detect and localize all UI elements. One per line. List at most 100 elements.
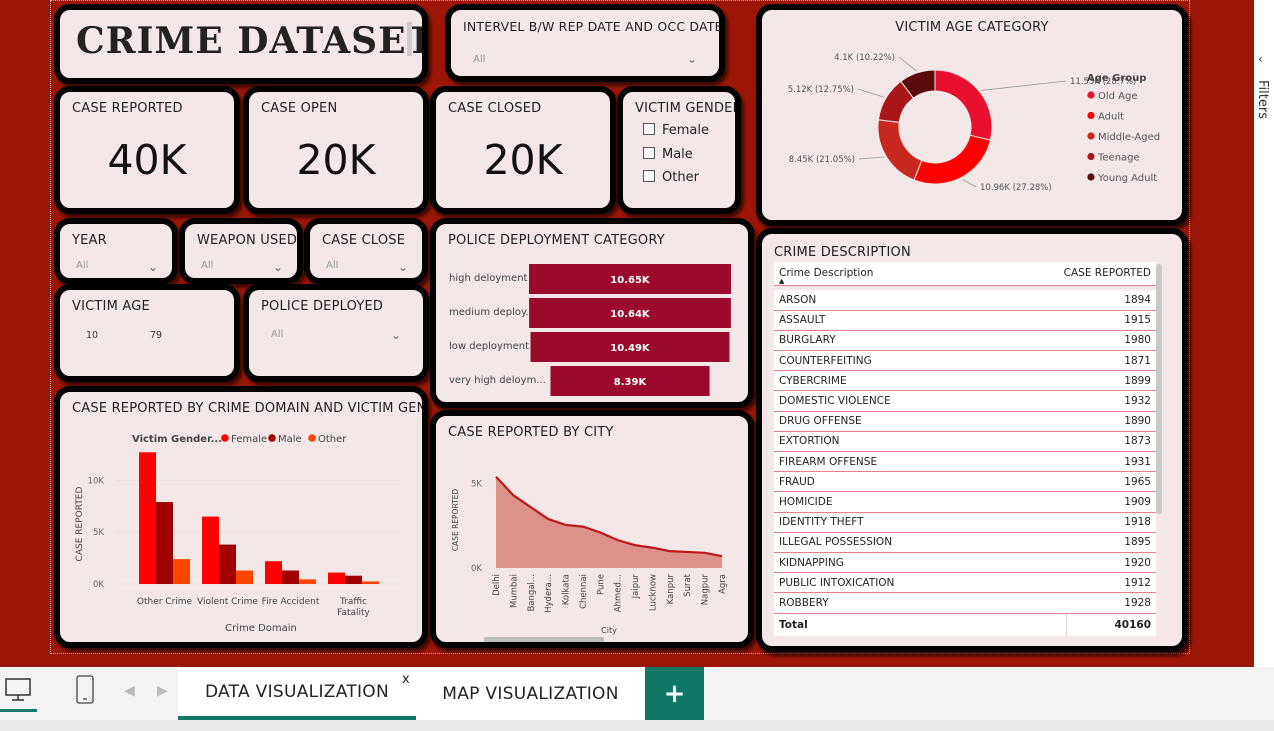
add-page-button[interactable]: + [645, 667, 704, 720]
scroll-right-icon[interactable]: ▶ [157, 683, 168, 699]
table-row[interactable]: ILLEGAL POSSESSION 1895 [774, 532, 1156, 553]
table-row[interactable]: ARSON 1894 [774, 290, 1156, 311]
table-row[interactable]: FRAUD 1965 [774, 471, 1156, 493]
victim-gender-slicer[interactable]: VICTIM GENDER Female Male Other [617, 86, 741, 214]
table-row[interactable]: IDENTITY THEFT 1918 [774, 512, 1156, 533]
legend-marker [268, 434, 276, 442]
table-row[interactable]: DRUG OFFENSE 1890 [774, 411, 1156, 432]
y-axis-title: CASE REPORTED [451, 489, 460, 552]
chevron-down-icon[interactable]: ⌄ [686, 52, 697, 66]
bar [362, 581, 379, 584]
table-scrollbar[interactable] [1156, 264, 1162, 514]
table-row[interactable]: KIDNAPPING 1920 [774, 552, 1156, 574]
desktop-view-icon[interactable] [4, 677, 34, 701]
sort-up-icon[interactable]: ▲ [779, 277, 785, 285]
legend-label: Teenage [1097, 153, 1140, 164]
table-row[interactable]: ASSAULT 1915 [774, 310, 1156, 331]
donut-leader-line [981, 80, 1067, 91]
chevron-left-icon[interactable]: ‹ [1258, 52, 1263, 66]
table-total-row: Total 40160 [774, 614, 1156, 636]
weapon-used-slicer[interactable]: WEAPON USED All ⌄ [179, 218, 303, 284]
table-row[interactable]: DOMESTIC VIOLENCE 1932 [774, 390, 1156, 412]
crime-name-cell: BURGLARY [774, 330, 1070, 352]
year-slicer[interactable]: YEAR All ⌄ [54, 218, 178, 284]
table-row[interactable]: HOMICIDE 1909 [774, 491, 1156, 513]
crime-name-cell: FRAUD [774, 471, 1070, 493]
table-body[interactable]: ARSON 1894 ASSAULT 1915 BURGLARY 1980 COUNTERF… [774, 290, 1156, 614]
table-row[interactable]: BURGLARY 1980 [774, 330, 1156, 352]
bar [202, 516, 219, 584]
table-header: Crime Description ▲ CASE REPORTED [774, 262, 1156, 286]
crime-domain-chart[interactable]: CASE REPORTED BY CRIME DOMAIN AND VICTIM… [54, 386, 428, 648]
filters-pane[interactable]: ‹ Filters [1254, 0, 1274, 667]
case-count-cell: 1932 [1069, 390, 1156, 412]
table-row[interactable]: PUBLIC INTOXICATION 1912 [774, 572, 1156, 594]
close-tab-icon[interactable]: x [402, 672, 410, 687]
total-value: 40160 [1114, 619, 1151, 631]
x-tick-label: Bangal... [527, 574, 537, 612]
crime-name-cell: COUNTERFEITING [774, 350, 1070, 372]
x-tick-label: Kolkata [562, 574, 572, 605]
tab-map-visualization[interactable]: MAP VISUALIZATION [416, 667, 645, 720]
column-header-crime[interactable]: Crime Description [779, 267, 874, 279]
age-max-value[interactable]: 79 [150, 330, 163, 341]
bar [282, 570, 299, 584]
police-deployed-slicer[interactable]: POLICE DEPLOYED All ⌄ [243, 284, 429, 382]
gender-option-other[interactable]: Other [643, 170, 699, 185]
canvas-selection-border [50, 0, 1190, 654]
chevron-down-icon[interactable]: ⌄ [147, 260, 158, 274]
checkbox[interactable] [643, 147, 655, 159]
scroll-left-icon[interactable]: ◀ [124, 683, 135, 699]
victim-age-slicer[interactable]: VICTIM AGE 10 79 [54, 284, 240, 382]
tab-data-visualization[interactable]: DATA VISUALIZATION x [178, 667, 416, 720]
y-tick-label: 10K [88, 476, 105, 486]
table-row[interactable]: COUNTERFEITING 1871 [774, 350, 1156, 372]
case-close-slicer[interactable]: CASE CLOSE All ⌄ [304, 218, 428, 284]
y-axis-title: CASE REPORTED [75, 487, 85, 562]
case-count-cell: 1920 [1069, 552, 1156, 574]
table-row[interactable]: CYBERCRIME 1899 [774, 370, 1156, 392]
legend-marker [1087, 91, 1095, 99]
total-label: Total [779, 619, 808, 631]
donut-leader-line [898, 56, 917, 72]
title-card[interactable]: CRIME DATASET [54, 4, 428, 84]
legend-marker [1087, 173, 1095, 181]
chevron-down-icon[interactable]: ⌄ [390, 328, 401, 342]
city-area-plot: 5K 0K CASE REPORTED Delhi Mumbai Bangal... Hyd… [451, 476, 728, 642]
column-header-reported[interactable]: CASE REPORTED [1063, 267, 1151, 279]
checkbox[interactable] [643, 170, 655, 182]
case-count-cell: 1915 [1069, 310, 1156, 331]
donut-slice-label: 4.1K (10.22%) [834, 53, 895, 63]
chevron-down-icon[interactable]: ⌄ [397, 260, 408, 274]
table-row[interactable]: ROBBERY 1928 [774, 592, 1156, 614]
x-tick-label: Ahmed... [614, 574, 624, 612]
filters-pane-label[interactable]: Filters [1255, 80, 1270, 119]
crime-name-cell: HOMICIDE [774, 491, 1070, 513]
page-title: CRIME DATASET [76, 20, 428, 62]
bar [139, 452, 156, 584]
y-tick-label: 5K [471, 480, 482, 490]
city-area-chart[interactable]: CASE REPORTED BY CITY 5K 0K CASE REPORTED D… [430, 410, 754, 648]
legend-label: Old Age [1098, 91, 1138, 102]
gender-option-male[interactable]: Male [643, 147, 693, 162]
victim-age-category-chart[interactable]: VICTIM AGE CATEGORY 11.53K (28.7%) 10.96K… [756, 4, 1188, 226]
x-tick-label: Fatality [337, 608, 370, 618]
status-strip [0, 720, 1274, 731]
case-count-cell: 1928 [1069, 592, 1156, 614]
crime-description-table[interactable]: CRIME DESCRIPTION Crime Description ▲ CA… [756, 228, 1188, 652]
legend-label: Other [318, 434, 347, 445]
table-row[interactable]: EXTORTION 1873 [774, 431, 1156, 453]
chart-title: CASE REPORTED BY CITY [448, 425, 614, 440]
bar [265, 561, 282, 584]
gender-option-female[interactable]: Female [643, 123, 709, 138]
chevron-down-icon[interactable]: ⌄ [272, 260, 283, 274]
age-min-value[interactable]: 10 [86, 330, 99, 341]
tab-label: DATA VISUALIZATION [204, 681, 390, 702]
kpi-value: 40K [107, 136, 187, 184]
table-row[interactable]: FIREARM OFFENSE 1931 [774, 451, 1156, 473]
police-deployment-chart[interactable]: POLICE DEPLOYMENT CATEGORY high deloymen… [430, 218, 754, 408]
date-interval-slicer[interactable]: INTERVEL B/W REP DATE AND OCC DATE All ⌄ [445, 4, 725, 82]
mobile-view-icon[interactable] [75, 675, 97, 705]
kpi-value: 20K [296, 136, 376, 184]
checkbox[interactable] [643, 123, 655, 135]
